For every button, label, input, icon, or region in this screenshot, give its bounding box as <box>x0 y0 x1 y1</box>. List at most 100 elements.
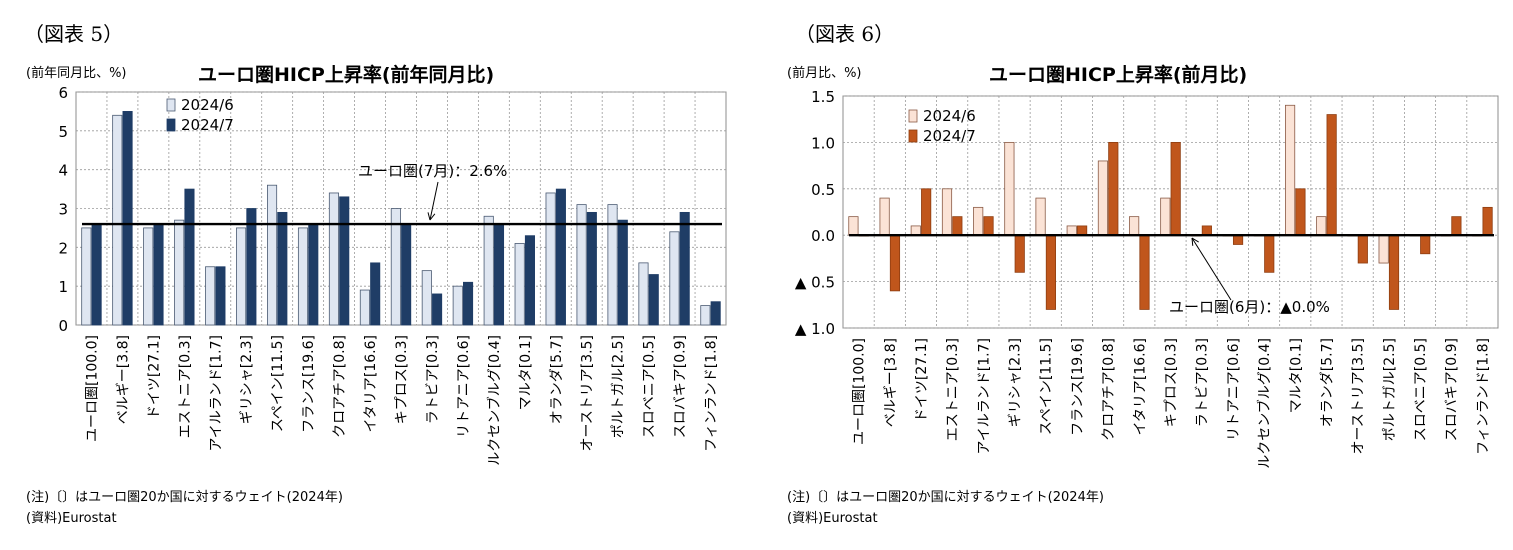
bar-2024-7 <box>339 196 350 326</box>
x-category-label: マルタ[0.1] <box>1288 338 1304 413</box>
bar-chart-yoy: 0 1 2 3 4 5 6 ユーロ圏(7月)：2.6% ユーロ圏[100.0] ベルギー[3.8]… <box>58 84 727 466</box>
bar-2024-6 <box>174 219 185 326</box>
x-category-label: ベルギー[3.8] <box>115 335 131 424</box>
y-tick-label: 4 <box>58 162 68 180</box>
bar-2024-6 <box>638 262 649 326</box>
note-source: (資料)Eurostat <box>26 511 117 526</box>
plot-area <box>842 95 1499 329</box>
x-category-label: ラトビア[0.3] <box>425 335 441 424</box>
bar-2024-7 <box>1201 225 1212 236</box>
figure-label: （図表 6） <box>795 22 895 46</box>
bar-2024-6 <box>879 197 890 236</box>
y-tick-label: 1.0 <box>811 134 835 152</box>
y-tick-label: 2 <box>58 239 68 257</box>
bar-2024-6 <box>236 227 247 326</box>
x-category-label: イタリア[16.6] <box>363 335 379 433</box>
bar-2024-6 <box>669 231 680 326</box>
x-category-label: クロアチア[0.8] <box>1101 338 1117 441</box>
y-tick-label: ▲ 0.5 <box>795 274 835 292</box>
legend-label: 2024/7 <box>181 116 234 134</box>
bar-2024-7 <box>1420 234 1431 255</box>
reference-label: ユーロ圏(7月)：2.6% <box>358 162 507 180</box>
legend-swatch <box>166 98 176 112</box>
bar-2024-6 <box>1285 104 1296 236</box>
bar-2024-6 <box>205 266 216 326</box>
x-category-label: ルクセンブルグ[0.4] <box>1256 338 1273 469</box>
note-weight: (注)〔〕はユーロ圏20か国に対するウェイト(2024年) <box>26 490 343 505</box>
bar-2024-7 <box>710 301 721 326</box>
bar-2024-6 <box>483 215 494 326</box>
bar-2024-6 <box>1035 197 1046 236</box>
y-tick-label: 1.5 <box>811 88 835 106</box>
bar-2024-7 <box>889 234 901 292</box>
reference-arrowhead <box>427 212 436 221</box>
y-unit-label: (前月比、%) <box>787 66 862 81</box>
x-category-label: キプロス[0.3] <box>1164 338 1180 427</box>
x-category-label: オランダ[5.7] <box>549 335 565 424</box>
bar-2024-7 <box>184 188 195 326</box>
legend-label: 2024/6 <box>923 107 976 125</box>
bar-2024-7 <box>308 223 319 326</box>
bar-2024-7 <box>91 223 102 326</box>
bar-2024-6 <box>421 270 432 326</box>
bar-2024-6 <box>81 227 92 326</box>
x-category-label: フィンランド[1.8] <box>704 335 720 452</box>
bar-chart-mom: ▲ 1.0 ▲ 0.5 0.0 0.5 1.0 1.5 ユーロ圏(6月)：▲0.0% ユーロ圏… <box>795 88 1499 469</box>
bar-2024-6 <box>359 289 370 326</box>
bar-2024-7 <box>921 188 932 236</box>
y-tick-label: ▲ 1.0 <box>795 320 835 338</box>
x-category-label: アイルランド[1.7] <box>208 335 224 452</box>
legend-swatch <box>908 109 918 123</box>
chart-title: ユーロ圏HICP上昇率(前年同月比) <box>198 64 495 86</box>
y-tick-label: 0.5 <box>811 181 835 199</box>
bar-2024-6 <box>1066 225 1077 236</box>
bar-2024-7 <box>463 281 474 326</box>
x-category-label: スロベニア[0.5] <box>642 335 658 438</box>
x-category-label: リトアニア[0.6] <box>456 335 472 438</box>
bar-2024-6 <box>941 188 953 236</box>
x-category-label: エストニア[0.3] <box>945 338 961 441</box>
legend-label: 2024/6 <box>181 96 234 114</box>
bar-2024-7 <box>1108 141 1119 236</box>
bar-2024-7 <box>1388 234 1400 310</box>
x-category-label: アイルランド[1.7] <box>976 338 992 455</box>
x-category-label: エストニア[0.3] <box>177 335 193 438</box>
bar-2024-6 <box>607 204 618 326</box>
bar-2024-6 <box>700 305 711 326</box>
bar-2024-7 <box>370 262 381 326</box>
x-category-label: ギリシャ[2.3] <box>239 335 255 424</box>
reference-label: ユーロ圏(6月)：▲0.0% <box>1169 298 1330 316</box>
chart-title: ユーロ圏HICP上昇率(前月比) <box>989 64 1248 86</box>
bar-2024-7 <box>648 274 659 326</box>
bar-2024-6 <box>973 206 984 236</box>
bar-2024-7 <box>586 211 597 326</box>
bar-2024-7 <box>1014 234 1025 273</box>
bar-2024-6 <box>1378 234 1389 264</box>
bar-2024-7 <box>983 216 994 236</box>
bar-2024-6 <box>1129 216 1140 236</box>
bar-2024-7 <box>246 208 257 326</box>
bar-2024-7 <box>555 188 566 326</box>
legend-swatch <box>166 118 176 132</box>
x-category-label: ラトビア[0.3] <box>1195 338 1211 427</box>
note-weight: (注)〔〕はユーロ圏20か国に対するウェイト(2024年) <box>787 490 1104 505</box>
bar-2024-7 <box>215 266 226 326</box>
bar-2024-6 <box>390 208 401 326</box>
bar-2024-6 <box>452 285 463 326</box>
y-tick-label: 6 <box>58 84 68 102</box>
x-category-label: ポルトガル[2.5] <box>1382 338 1398 441</box>
bar-2024-7 <box>1357 234 1368 264</box>
bar-2024-7 <box>122 111 133 326</box>
bar-2024-6 <box>848 216 859 236</box>
chart-panel-hicp-mom: （図表 6） (前月比、%) ユーロ圏HICP上昇率(前月比) ▲ 1.0 ▲ 0… <box>757 0 1513 550</box>
bar-2024-6 <box>545 192 556 326</box>
y-tick-label: 0 <box>58 317 68 335</box>
x-category-label: オーストリア[3.5] <box>580 335 596 452</box>
x-category-label: リトアニア[0.6] <box>1226 338 1242 441</box>
bar-2024-7 <box>1326 114 1337 236</box>
x-category-label: ルクセンブルグ[0.4] <box>486 335 503 466</box>
x-category-label: スロベニア[0.5] <box>1413 338 1429 441</box>
bar-2024-7 <box>432 293 443 326</box>
x-category-label: クロアチア[0.8] <box>332 335 348 438</box>
bar-2024-7 <box>524 235 535 326</box>
